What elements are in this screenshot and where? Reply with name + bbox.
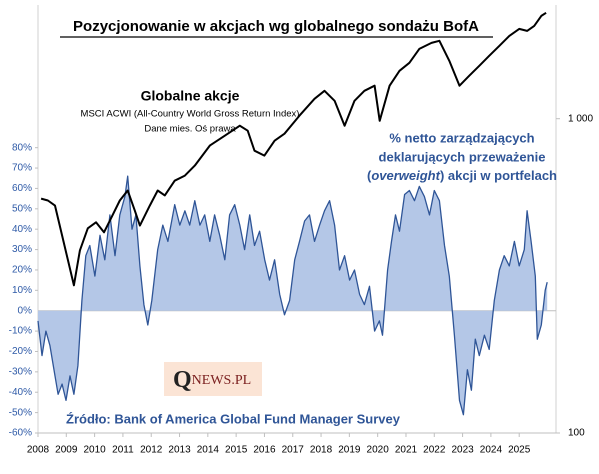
x-tick-label: 2024 (480, 445, 503, 456)
line-note: Dane mies. Oś prawa (144, 124, 236, 135)
y-tick-label: 10% (12, 285, 32, 296)
y-tick-label: 70% (12, 163, 32, 174)
x-tick-label: 2008 (27, 445, 50, 456)
x-tick-label: 2018 (310, 445, 333, 456)
area-note: % netto zarządzających (389, 130, 534, 145)
area-fill (38, 176, 548, 415)
x-tick-label: 2011 (112, 445, 134, 456)
x-tick-label: 2022 (423, 445, 446, 456)
logo-text: NEWS.PL (192, 373, 252, 388)
x-tick-label: 2012 (140, 445, 163, 456)
y-tick-label: -40% (9, 387, 32, 398)
area-note-part: ) akcji w portfelach (440, 168, 557, 183)
x-tick-label: 2019 (338, 445, 361, 456)
y-tick-label: -50% (9, 407, 32, 418)
y-tick-label: -20% (9, 346, 32, 357)
area-outline (37, 175, 548, 416)
x-tick-label: 2010 (83, 445, 106, 456)
x-tick-label: 2020 (367, 445, 390, 456)
source: Źródło: Bank of America Global Fund Mana… (66, 411, 401, 426)
line-note: MSCI ACWI (All-Country World Gross Retur… (81, 109, 300, 120)
area-note: deklarujących przeważenie (379, 149, 546, 164)
x-tick-label: 2014 (197, 445, 220, 456)
area-note-part: ( (367, 168, 372, 183)
x-tick-label: 2013 (168, 445, 191, 456)
x-tick-label: 2009 (55, 445, 78, 456)
area-note-part: overweight (371, 168, 440, 183)
x-tick-label: 2021 (395, 445, 418, 456)
y-tick-label: -60% (9, 428, 32, 439)
x-tick-label: 2017 (282, 445, 305, 456)
plot-area: -60% -50% -40% -30% -20% -10% 0% 10% 20% 30% 40% 50… (9, 5, 593, 456)
y-tick-label: 30% (12, 244, 32, 255)
chart-title: Pozycjonowanie w akcjach wg globalnego s… (73, 18, 479, 35)
line-label: Globalne akcje (141, 88, 240, 104)
y2-tick-label: 1 000 (568, 113, 593, 124)
x-tick-label: 2016 (253, 445, 276, 456)
y-tick-label: 60% (12, 183, 32, 194)
x-tick-label: 2025 (508, 445, 531, 456)
x-tick-label: 2023 (451, 445, 474, 456)
logo-q: Q (173, 367, 192, 393)
area-note: (overweight) akcji w portfelach (367, 168, 557, 183)
logo-box (164, 362, 262, 396)
logo: QNEWS.PL (173, 367, 251, 393)
y-tick-label: 50% (12, 203, 32, 214)
y2-tick-label: 100 (568, 428, 585, 439)
index-line (40, 11, 547, 287)
x-tick-label: 2015 (225, 445, 248, 456)
y-tick-label: -30% (9, 366, 32, 377)
y-tick-label: 40% (12, 224, 32, 235)
y-tick-label: 80% (12, 142, 32, 153)
y-tick-label: 0% (18, 305, 33, 316)
y-tick-label: 20% (12, 265, 32, 276)
y-tick-label: -10% (9, 326, 32, 337)
